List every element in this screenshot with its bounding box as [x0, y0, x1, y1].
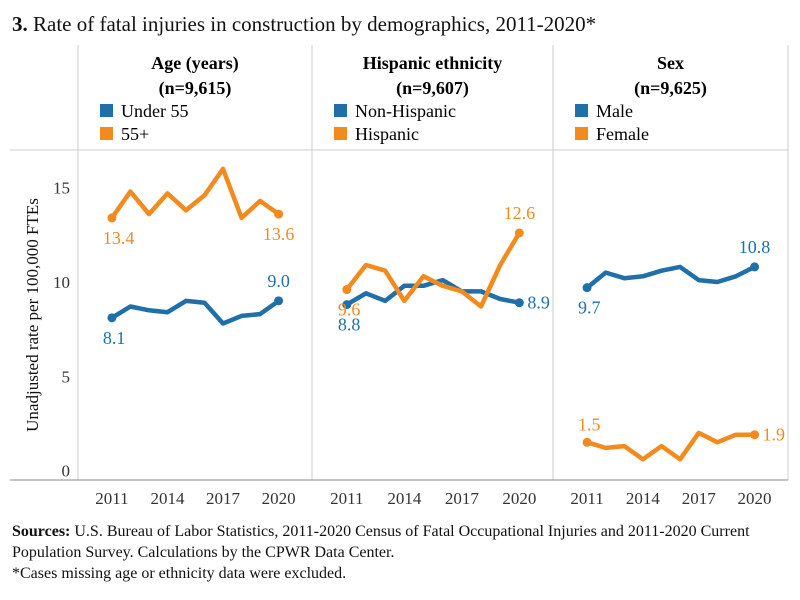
series-start-point — [342, 285, 352, 295]
y-tick-label: 0 — [62, 462, 71, 481]
chart-title: 3. Rate of fatal injuries in constructio… — [12, 12, 596, 37]
data-label-start: 1.5 — [578, 414, 601, 434]
x-tick-label: 2017 — [682, 489, 717, 508]
x-tick-label: 2020 — [502, 489, 536, 508]
y-axis-label: Unadjusted rate per 100,000 FTEs — [23, 198, 42, 432]
panel-sample-size: (n=9,607) — [396, 78, 469, 99]
x-tick-label: 2011 — [95, 489, 128, 508]
y-tick-label: 5 — [62, 367, 71, 386]
series-end-point — [514, 298, 524, 308]
data-label-end: 8.9 — [527, 293, 550, 313]
series-start-point — [342, 300, 352, 310]
panel-sample-size: (n=9,625) — [634, 78, 707, 99]
sources-note: Sources: U.S. Bureau of Labor Statistics… — [12, 521, 792, 584]
y-tick-label: 15 — [53, 179, 70, 198]
legend-swatch — [575, 104, 588, 117]
panel-1: Age (years) (n=9,615)Under 55 55+ 2011 2014 2… — [95, 53, 295, 508]
series-line — [584, 430, 757, 462]
legend-swatch — [334, 104, 347, 117]
series-start-point — [107, 313, 117, 323]
legend-swatch — [575, 127, 588, 140]
legend-label: Non-Hispanic — [355, 101, 456, 121]
chart-title-text: Rate of fatal injuries in construction b… — [33, 12, 597, 36]
x-tick-label: 2020 — [262, 489, 296, 508]
series-line — [584, 264, 757, 290]
data-label-end: 9.0 — [267, 271, 290, 291]
data-label-start: 8.8 — [338, 315, 361, 335]
series-end-point — [514, 228, 524, 238]
series-line — [344, 230, 522, 309]
data-label-end: 1.9 — [763, 425, 786, 445]
legend-label: Under 55 — [121, 101, 188, 121]
sources-label: Sources: — [12, 523, 71, 540]
panel-3: Sex (n=9,625)Male Female 2011 2014 2017 2020 9.… — [570, 53, 785, 508]
series-start-point — [582, 437, 592, 447]
sources-text: Sources: U.S. Bureau of Labor Statistics… — [12, 521, 792, 563]
legend-label: Hispanic — [355, 124, 419, 144]
footnote: *Cases missing age or ethnicity data wer… — [12, 565, 347, 582]
panel-title: Hispanic ethnicity — [363, 53, 503, 73]
x-tick-label: 2020 — [738, 489, 772, 508]
data-label-start: 9.7 — [578, 298, 601, 318]
panel-title: Age (years) — [151, 53, 238, 74]
data-label-end: 13.6 — [263, 224, 295, 244]
series-start-point — [107, 213, 117, 223]
chart-area: Unadjusted rate per 100,000 FTEs 0 5 10 15 Ag… — [10, 45, 789, 508]
series-end-point — [274, 296, 284, 306]
chart-number: 3. — [12, 12, 28, 36]
panel-title: Sex — [657, 53, 684, 73]
data-label-end: 10.8 — [739, 237, 771, 257]
legend-label: Female — [596, 124, 649, 144]
series-end-point — [750, 262, 760, 272]
x-tick-label: 2017 — [206, 489, 241, 508]
x-tick-label: 2014 — [150, 489, 185, 508]
data-label-start: 9.6 — [338, 300, 361, 320]
legend-label: Male — [596, 101, 633, 121]
x-tick-label: 2017 — [445, 489, 480, 508]
y-tick-label: 10 — [53, 273, 70, 292]
x-tick-label: 2014 — [387, 489, 422, 508]
series-line — [109, 298, 281, 326]
x-tick-label: 2011 — [330, 489, 363, 508]
legend-swatch — [100, 104, 113, 117]
x-tick-label: 2011 — [570, 489, 603, 508]
series-line — [109, 166, 281, 221]
data-label-end: 12.6 — [504, 203, 536, 223]
legend-swatch — [100, 127, 113, 140]
x-tick-label: 2014 — [626, 489, 661, 508]
panel-sample-size: (n=9,615) — [159, 78, 232, 99]
series-end-point — [274, 209, 284, 219]
legend-label: 55+ — [121, 124, 149, 144]
data-label-start: 8.1 — [103, 328, 126, 348]
series-end-point — [750, 430, 760, 440]
sources-body: U.S. Bureau of Labor Statistics, 2011-20… — [12, 523, 750, 561]
series-start-point — [582, 283, 592, 293]
panel-2: Hispanic ethnicity (n=9,607)Non-Hispanic H… — [330, 53, 550, 508]
legend-swatch — [334, 127, 347, 140]
data-label-start: 13.4 — [103, 228, 135, 248]
